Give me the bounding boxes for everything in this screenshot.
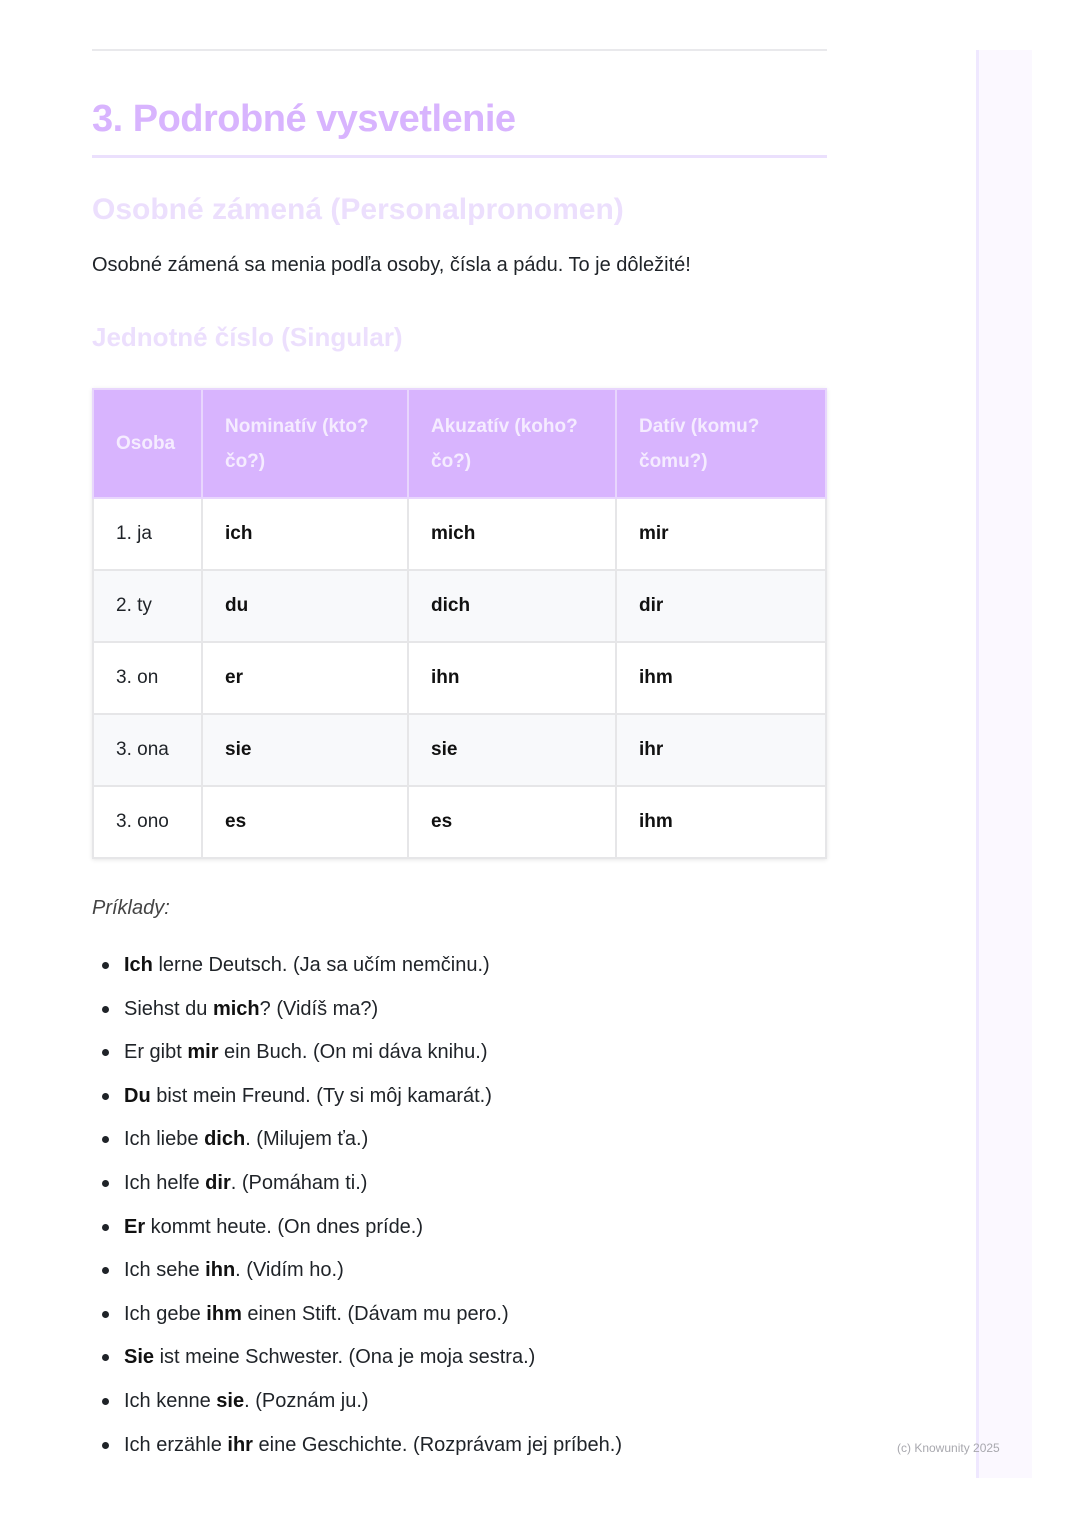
example-text: bist mein Freund. (Ty si môj kamarát.) bbox=[150, 1084, 492, 1107]
table-row: 3. on er ihn ihm bbox=[92, 641, 827, 715]
header-cell: Akuzatív (koho? čo?) bbox=[407, 388, 617, 499]
example-text: ein Buch. (On mi dáva knihu.) bbox=[218, 1041, 488, 1064]
highlighted-pronoun: mir bbox=[187, 1041, 219, 1064]
example-text: ? (Vidíš ma?) bbox=[259, 997, 379, 1020]
list-item: Ich gebe ihm einen Stift. (Dávam mu pero… bbox=[101, 1300, 622, 1344]
example-text: Siehst du bbox=[124, 997, 213, 1020]
page-title: 3. Podrobné vysvetlenie bbox=[92, 98, 516, 140]
highlighted-pronoun: Ich bbox=[124, 954, 153, 976]
example-text: einen Stift. (Dávam mu pero.) bbox=[241, 1302, 509, 1325]
subsection-heading: Jednotné číslo (Singular) bbox=[92, 322, 403, 352]
pronoun-cell: ihm bbox=[615, 785, 827, 859]
table-row: 1. ja ich mich mir bbox=[92, 497, 827, 571]
pronoun-cell: du bbox=[201, 569, 409, 643]
list-item: Ich helfe dir. (Pomáham ti.) bbox=[101, 1169, 622, 1213]
example-text: . (Pomáham ti.) bbox=[230, 1171, 368, 1194]
pronoun-cell: ihn bbox=[407, 641, 617, 715]
example-text: ist meine Schwester. (Ona je moja sestra… bbox=[154, 1346, 536, 1369]
example-text: eine Geschichte. (Rozprávam jej príbeh.) bbox=[252, 1433, 623, 1456]
pronoun-cell: es bbox=[407, 785, 617, 859]
example-text: Ich gebe bbox=[124, 1302, 207, 1325]
pronoun-cell: dir bbox=[615, 569, 827, 643]
example-text: Ich sehe bbox=[124, 1259, 206, 1282]
example-text: Ich liebe bbox=[124, 1128, 205, 1151]
person-cell: 3. ono bbox=[92, 785, 203, 859]
highlighted-pronoun: ihm bbox=[206, 1302, 242, 1325]
side-panel bbox=[976, 50, 1032, 1478]
person-cell: 3. on bbox=[92, 641, 203, 715]
header-cell: Osoba bbox=[92, 388, 203, 499]
pronoun-cell: mir bbox=[615, 497, 827, 571]
pronoun-cell: er bbox=[201, 641, 409, 715]
list-item: Siehst du mich? (Vidíš ma?) bbox=[101, 995, 622, 1039]
person-cell: 3. ona bbox=[92, 713, 203, 787]
pronoun-cell: dich bbox=[407, 569, 617, 643]
highlighted-pronoun: ihn bbox=[205, 1259, 236, 1282]
list-item: Er gibt mir ein Buch. (On mi dáva knihu.… bbox=[101, 1038, 622, 1082]
example-text: . (Vidím ho.) bbox=[235, 1259, 344, 1282]
table-row: 3. ono es es ihm bbox=[92, 785, 827, 859]
examples-label: Príklady: bbox=[92, 897, 170, 919]
highlighted-pronoun: sie bbox=[216, 1389, 245, 1412]
pronoun-cell: mich bbox=[407, 497, 617, 571]
pronoun-cell: es bbox=[201, 785, 409, 859]
copyright-footer: (c) Knowunity 2025 bbox=[897, 1441, 1000, 1455]
list-item: Ich lerne Deutsch. (Ja sa učím nemčinu.) bbox=[101, 951, 622, 995]
highlighted-pronoun: mich bbox=[212, 997, 260, 1020]
header-cell: Datív (komu? čomu?) bbox=[615, 388, 827, 499]
list-item: Ich sehe ihn. (Vidím ho.) bbox=[101, 1256, 622, 1300]
highlighted-pronoun: ihr bbox=[227, 1433, 253, 1456]
example-text: kommt heute. (On dnes príde.) bbox=[145, 1215, 424, 1238]
highlighted-pronoun: Er bbox=[124, 1215, 146, 1238]
person-cell: 1. ja bbox=[92, 497, 203, 571]
example-text: Ich kenne bbox=[124, 1389, 217, 1412]
table-row: 3. ona sie sie ihr bbox=[92, 713, 827, 787]
pronoun-cell: ihr bbox=[615, 713, 827, 787]
table-header-row: Osoba Nominatív (kto? čo?) Akuzatív (koh… bbox=[92, 388, 827, 499]
title-underline bbox=[92, 155, 827, 158]
example-text: . (Milujem ťa.) bbox=[245, 1128, 369, 1151]
list-item: Er kommt heute. (On dnes príde.) bbox=[101, 1213, 622, 1257]
highlighted-pronoun: Sie bbox=[124, 1346, 155, 1369]
pronoun-table: Osoba Nominatív (kto? čo?) Akuzatív (koh… bbox=[92, 388, 827, 859]
highlighted-pronoun: dich bbox=[204, 1128, 246, 1151]
table-row: 2. ty du dich dir bbox=[92, 569, 827, 643]
section-heading: Osobné zámená (Personalpronomen) bbox=[92, 193, 624, 226]
example-text: Ich erzähle bbox=[124, 1433, 228, 1456]
pronoun-cell: ich bbox=[201, 497, 409, 571]
list-item: Ich erzähle ihr eine Geschichte. (Rozprá… bbox=[101, 1431, 623, 1475]
highlighted-pronoun: Du bbox=[124, 1084, 151, 1107]
highlighted-pronoun: dir bbox=[205, 1171, 231, 1194]
example-text: Er gibt bbox=[124, 1041, 188, 1064]
intro-paragraph: Osobné zámená sa menia podľa osoby, čísl… bbox=[92, 254, 691, 276]
person-cell: 2. ty bbox=[92, 569, 203, 643]
list-item: Sie ist meine Schwester. (Ona je moja se… bbox=[101, 1343, 622, 1387]
examples-list: Ich lerne Deutsch. (Ja sa učím nemčinu.)… bbox=[101, 951, 623, 1475]
example-text: Ich helfe bbox=[124, 1171, 206, 1194]
list-item: Du bist mein Freund. (Ty si môj kamarát.… bbox=[101, 1082, 622, 1126]
top-divider bbox=[92, 49, 827, 51]
list-item: Ich liebe dich. (Milujem ťa.) bbox=[101, 1125, 622, 1169]
pronoun-cell: sie bbox=[201, 713, 409, 787]
example-text: lerne Deutsch. (Ja sa učím nemčinu.) bbox=[152, 954, 490, 976]
example-text: . (Poznám ju.) bbox=[244, 1389, 369, 1412]
list-item: Ich kenne sie. (Poznám ju.) bbox=[101, 1387, 622, 1431]
header-cell: Nominatív (kto? čo?) bbox=[201, 388, 409, 499]
pronoun-cell: sie bbox=[407, 713, 617, 787]
pronoun-cell: ihm bbox=[615, 641, 827, 715]
